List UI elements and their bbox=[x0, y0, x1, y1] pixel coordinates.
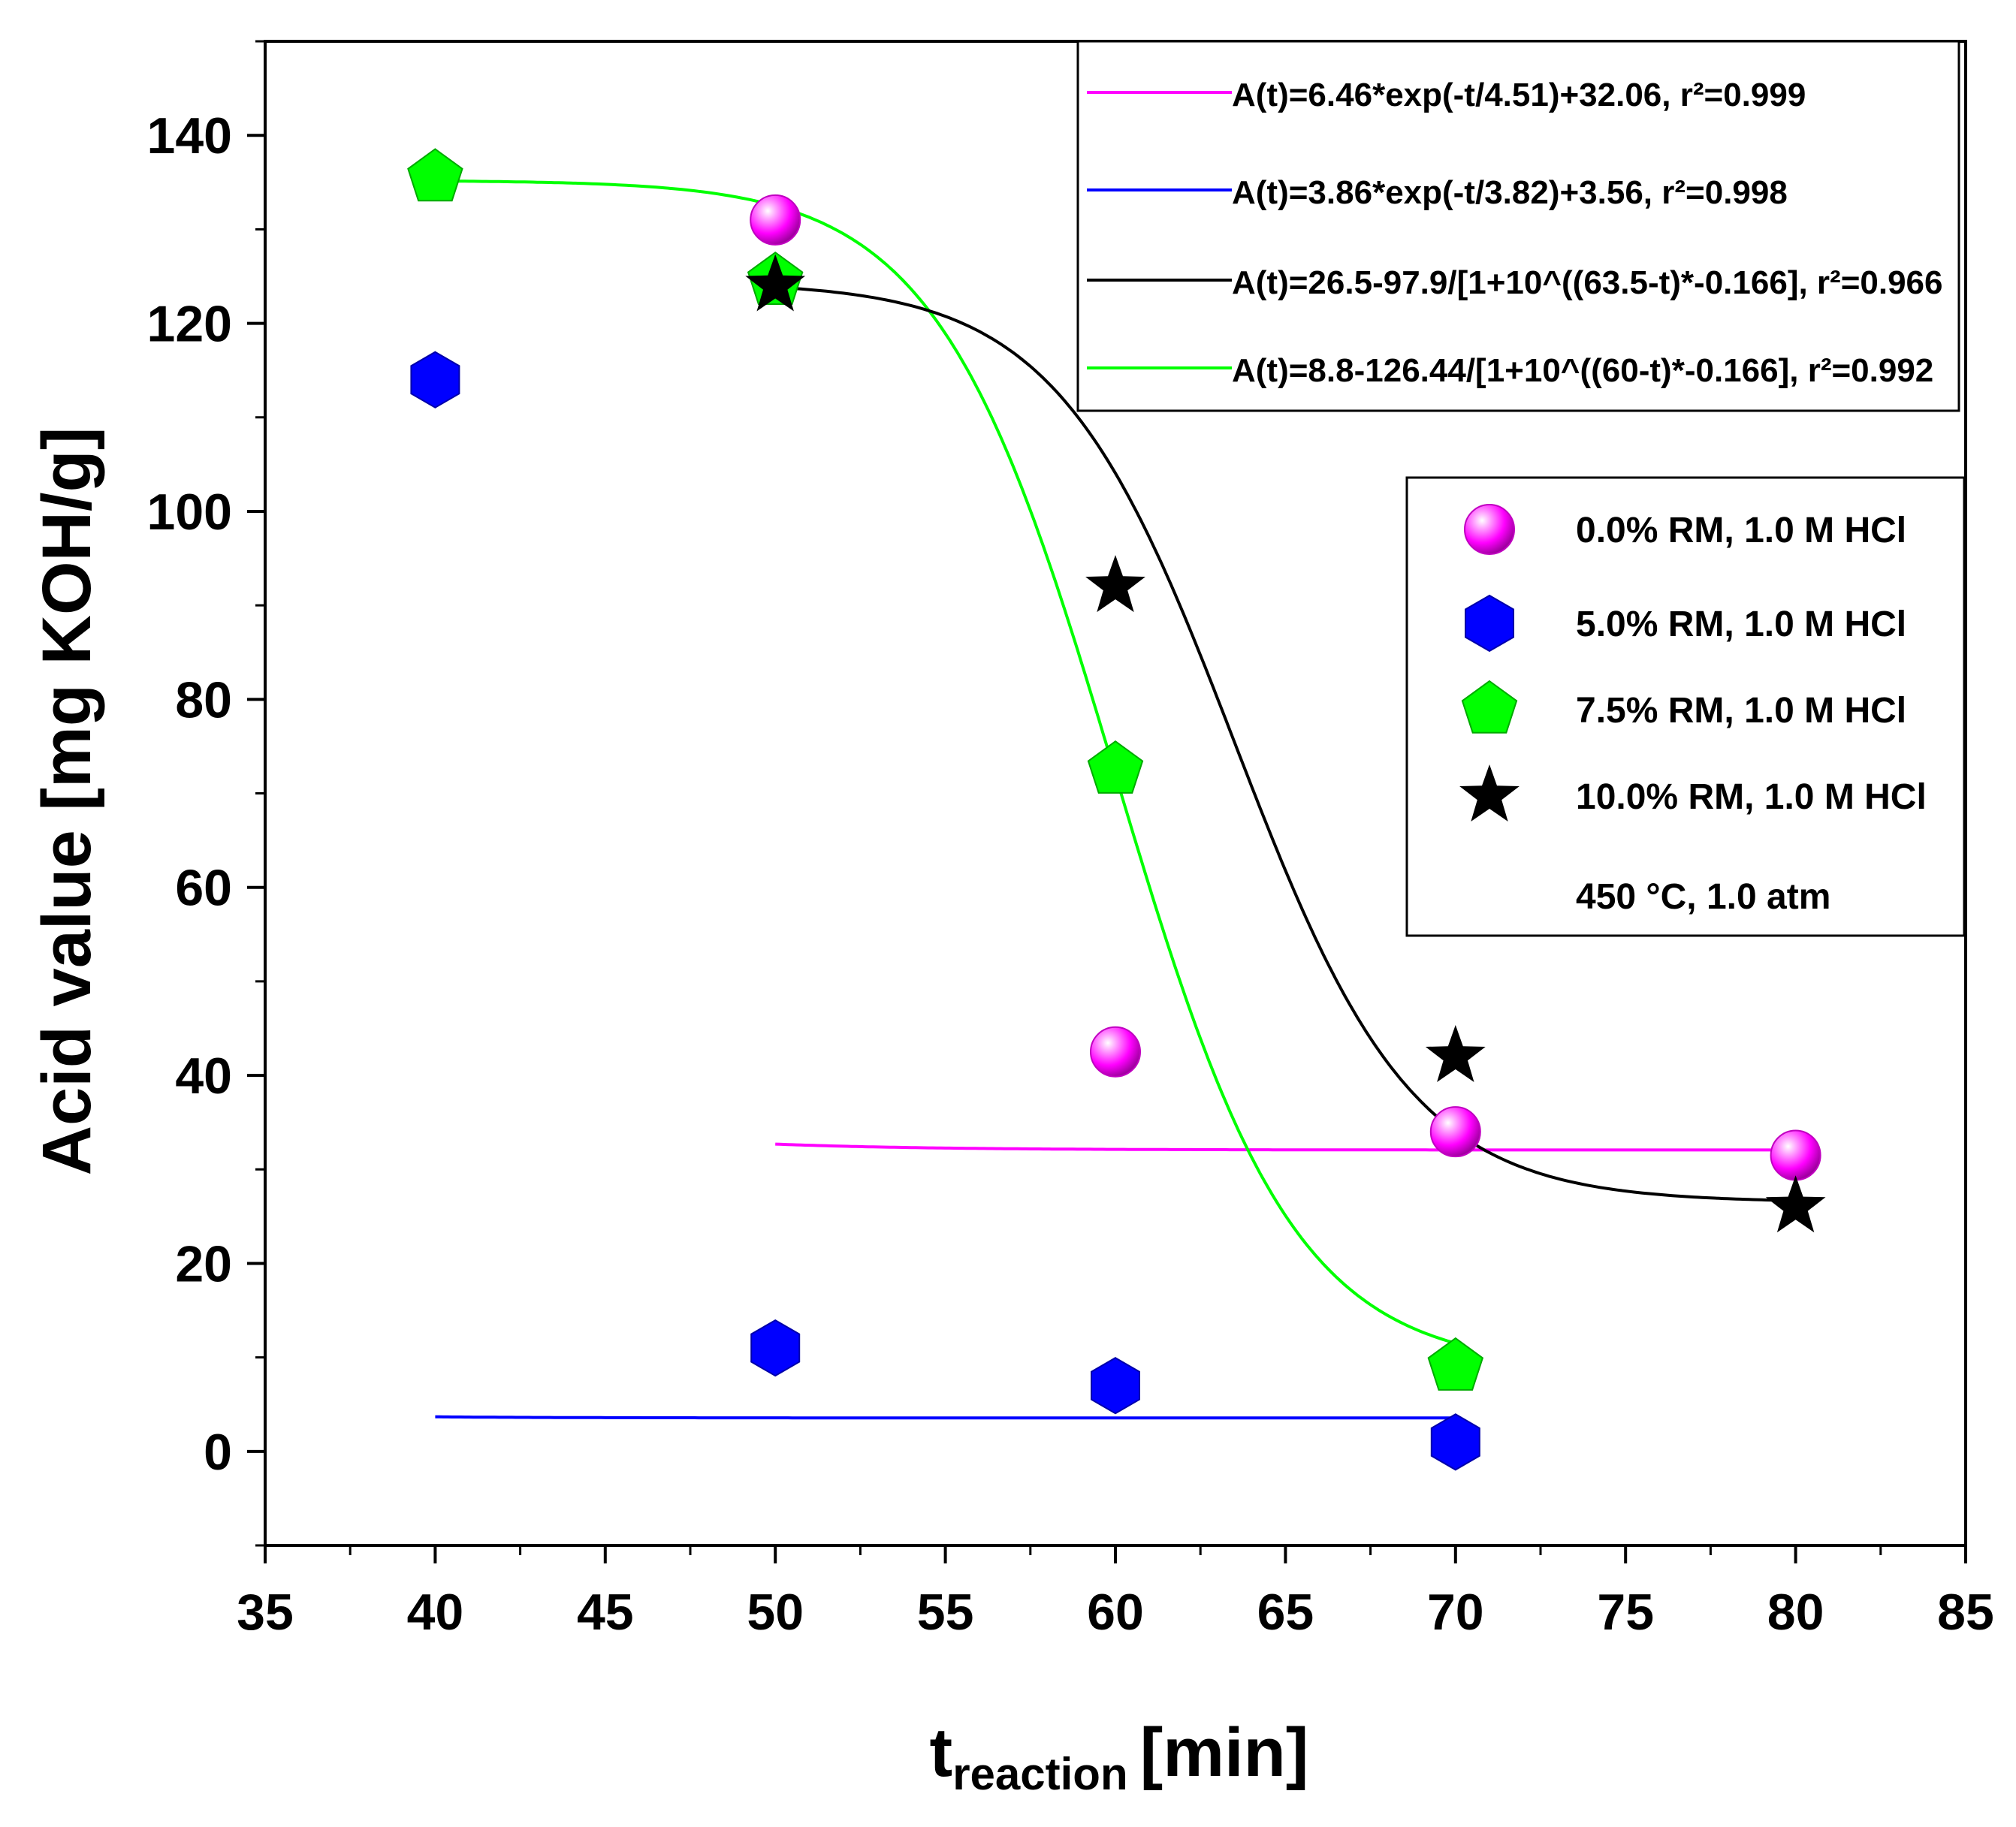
fit-equation: A(t)=26.5-97.9/[1+10^((63.5-t)*-0.166], … bbox=[1232, 264, 1943, 301]
legend-label: 7.5% RM, 1.0 M HCl bbox=[1576, 691, 1906, 731]
legend-marker-star bbox=[1459, 764, 1520, 822]
data-point bbox=[1430, 1413, 1480, 1471]
y-tick-label: 40 bbox=[175, 1048, 232, 1105]
data-point bbox=[745, 254, 806, 312]
fit-curve bbox=[775, 1142, 1796, 1152]
data-point bbox=[1087, 740, 1144, 794]
x-tick-label: 75 bbox=[1597, 1584, 1654, 1641]
data-point bbox=[1091, 1357, 1140, 1415]
legend-label: 0.0% RM, 1.0 M HCl bbox=[1576, 511, 1906, 550]
data-point bbox=[1090, 1026, 1141, 1078]
x-tick-label: 80 bbox=[1767, 1584, 1824, 1641]
y-tick-label: 120 bbox=[147, 296, 232, 353]
y-tick-label: 80 bbox=[175, 671, 232, 728]
legend-marker-hexagon bbox=[1465, 594, 1514, 653]
legend-label: 5.0% RM, 1.0 M HCl bbox=[1576, 604, 1906, 644]
fit-curve bbox=[435, 1415, 1456, 1420]
y-tick-label: 0 bbox=[204, 1424, 232, 1481]
fit-curve bbox=[435, 179, 1456, 1345]
x-tick-label: 70 bbox=[1427, 1584, 1484, 1641]
legend-marker-sphere bbox=[1464, 504, 1515, 555]
x-axis-title: treaction [min] bbox=[930, 1714, 1309, 1799]
y-tick-label: 100 bbox=[147, 484, 232, 541]
x-tick-label: 85 bbox=[1937, 1584, 1994, 1641]
x-axis-title-unit: [min] bbox=[1140, 1714, 1309, 1791]
x-axis-title-subscript: reaction bbox=[952, 1749, 1127, 1799]
x-tick-label: 45 bbox=[577, 1584, 634, 1641]
fit-curve bbox=[775, 285, 1796, 1202]
fit-legend: A(t)=6.46*exp(-t/4.51)+32.06, r²=0.999 A(… bbox=[1087, 77, 1943, 389]
x-tick-label: 50 bbox=[747, 1584, 804, 1641]
conditions-annotation: 450 °C, 1.0 atm bbox=[1576, 877, 1830, 917]
data-point bbox=[1425, 1025, 1486, 1082]
fit-curves bbox=[435, 179, 1796, 1420]
x-tick-label: 40 bbox=[407, 1584, 464, 1641]
data-markers bbox=[407, 148, 1826, 1471]
fit-legend-box bbox=[1076, 40, 1960, 412]
y-tick-label: 140 bbox=[147, 107, 232, 164]
legend-label: 10.0% RM, 1.0 M HCl bbox=[1576, 777, 1927, 817]
fit-equation: A(t)=6.46*exp(-t/4.51)+32.06, r²=0.999 bbox=[1232, 77, 1806, 113]
x-tick-label: 55 bbox=[917, 1584, 974, 1641]
x-axis-title-main: t bbox=[930, 1714, 953, 1791]
fit-equation: A(t)=3.86*exp(-t/3.82)+3.56, r²=0.998 bbox=[1232, 174, 1788, 211]
data-point bbox=[750, 194, 801, 246]
fit-equation: A(t)=8.8-126.44/[1+10^((60-t)*-0.166], r… bbox=[1232, 352, 1933, 389]
data-point bbox=[750, 1319, 801, 1377]
x-tick-label: 35 bbox=[237, 1584, 294, 1641]
y-tick-label: 20 bbox=[175, 1235, 232, 1292]
data-point bbox=[410, 351, 460, 409]
data-point bbox=[1427, 1337, 1484, 1391]
y-axis-title: Acid value [mg KOH/g] bbox=[29, 427, 105, 1176]
data-point bbox=[1765, 1175, 1826, 1233]
y-tick-label: 60 bbox=[175, 860, 232, 917]
legend-marker-pentagon bbox=[1461, 680, 1518, 734]
axis-ticks: 35 40 45 50 55 60 65 70 75 80 85 0 20 40 60 80 100 120 140 bbox=[147, 40, 1994, 1641]
data-point bbox=[1770, 1129, 1821, 1181]
data-point bbox=[1429, 1106, 1481, 1158]
data-point bbox=[1085, 555, 1145, 613]
data-point bbox=[407, 148, 463, 202]
series-legend: 0.0% RM, 1.0 M HCl 5.0% RM, 1.0 M HCl 7.5%… bbox=[1459, 504, 1927, 822]
x-tick-label: 60 bbox=[1087, 1584, 1144, 1641]
x-tick-label: 65 bbox=[1257, 1584, 1314, 1641]
